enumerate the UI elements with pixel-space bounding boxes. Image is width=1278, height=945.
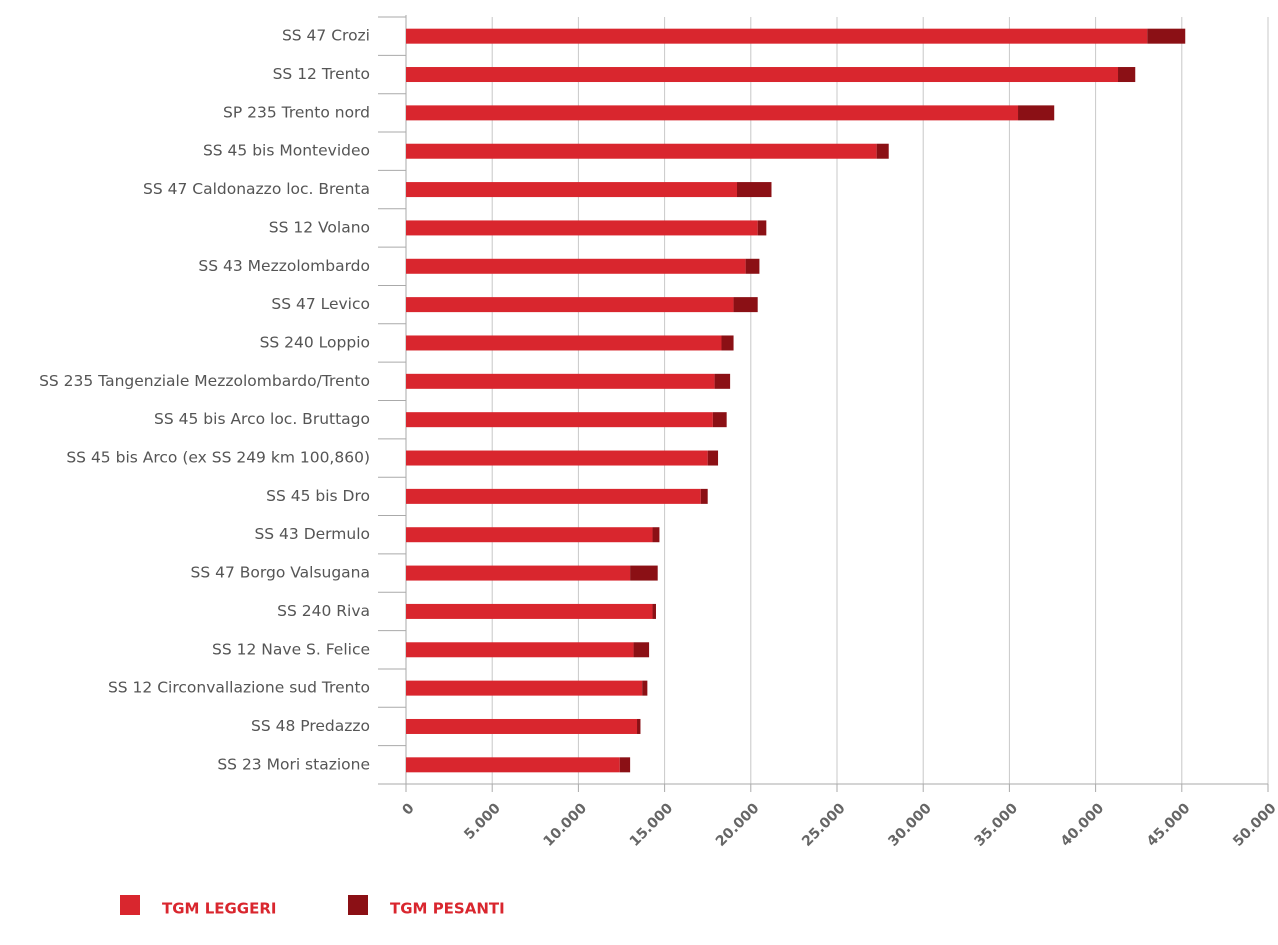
bar-segment [406,757,620,773]
bar-segment [1118,67,1136,83]
x-tick-label: 40.000 [1058,800,1108,850]
bar-segment [406,143,877,159]
bar-segment [745,258,760,274]
bar-segment [406,488,701,504]
bar-segment [733,297,758,313]
legend-label: TGM LEGGERI [162,900,277,918]
x-tick-label: 45.000 [1144,800,1194,850]
legend-label: TGM PESANTI [390,900,505,918]
bar-segment [406,450,708,466]
bar-segment [700,488,708,504]
x-tick-label: 30.000 [885,800,935,850]
category-label: SS 47 Caldonazzo loc. Brenta [143,180,370,198]
category-label: SS 12 Circonvallazione sud Trento [108,679,370,697]
category-label: SS 43 Dermulo [254,525,370,543]
bar-segment [619,757,631,773]
category-label: SS 48 Predazzo [251,717,370,735]
bar-segment [630,565,658,581]
bar-segment [406,67,1119,83]
bar-segment [757,220,767,236]
bar-segment [406,105,1019,121]
x-tick-label: 35.000 [972,800,1022,850]
bar-segment [406,182,738,198]
category-label: SS 12 Nave S. Felice [212,640,370,658]
x-tick-label: 10.000 [541,800,591,850]
bar-segment [876,143,889,159]
bar-segment [406,565,631,581]
bar-segment [712,412,727,428]
category-label: SS 12 Trento [273,65,370,83]
bar-segment [637,718,641,734]
category-label: SS 47 Crozi [282,27,370,45]
category-label: SS 47 Levico [271,295,370,313]
category-label: SS 23 Mori stazione [217,755,370,773]
bar-segment [652,527,660,543]
bar-segment [406,603,653,619]
bar-segment [406,258,746,274]
bar-segment [406,373,715,389]
category-label: SS 45 bis Arco loc. Bruttago [154,410,370,428]
bar-segment [406,412,713,428]
category-label: SS 45 bis Arco (ex SS 249 km 100,860) [66,449,370,467]
category-label: SS 45 bis Dro [266,487,370,505]
category-label: SS 240 Riva [277,602,370,620]
category-label: SP 235 Trento nord [223,103,370,121]
x-tick-label: 15.000 [627,800,677,850]
x-tick-label: 50.000 [1230,800,1278,850]
category-label: SS 235 Tangenziale Mezzolombardo/Trento [39,372,370,390]
bar-segment [406,680,643,696]
category-label: SS 43 Mezzolombardo [198,257,370,275]
category-label: SS 45 bis Montevideo [203,142,370,160]
bar-segment [707,450,719,466]
x-tick-label: 25.000 [799,800,849,850]
bar-segment [714,373,731,389]
bar-segment [642,680,648,696]
bar-segment [406,527,653,543]
bar-segment [1147,28,1186,44]
bar-segment [1018,105,1055,121]
category-label: SS 12 Volano [269,218,370,236]
bar-segment [406,28,1148,44]
bar-segment [406,297,734,313]
x-tick-label: 5.000 [461,800,504,843]
x-tick-label: 0 [399,800,417,818]
category-label: SS 47 Borgo Valsugana [191,564,370,582]
bar-segment [721,335,734,351]
x-tick-label: 20.000 [713,800,763,850]
bar-segment [406,642,634,658]
bar-segment [406,335,722,351]
bar-segment [406,718,638,734]
category-label: SS 240 Loppio [260,333,370,351]
bar-segment [406,220,758,236]
legend-swatch [120,895,140,915]
legend-swatch [348,895,368,915]
bar-segment [652,603,656,619]
bar-segment [737,182,772,198]
bar-segment [633,642,650,658]
